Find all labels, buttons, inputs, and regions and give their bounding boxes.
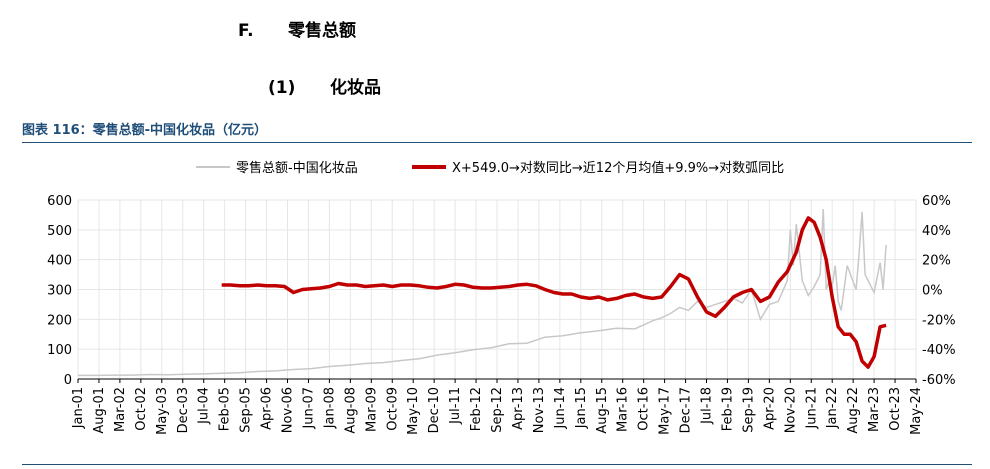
x-tick-label: Oct-16 <box>637 387 652 431</box>
figure-top-rule <box>22 142 972 143</box>
y-left-tick-label: 0 <box>64 373 72 388</box>
y-right-tick-label: 60% <box>922 194 951 209</box>
x-tick-label: Apr-13 <box>511 387 526 430</box>
x-tick-label: May-10 <box>406 387 421 435</box>
x-tick-label: Jun-21 <box>804 387 819 430</box>
x-tick-label: Dec-17 <box>679 387 694 433</box>
y-right-tick-label: -60% <box>922 373 956 388</box>
x-tick-label: Mar-23 <box>867 387 882 432</box>
x-tick-label: Jan-22 <box>825 387 840 429</box>
section-heading: F. 零售总额 <box>238 16 356 41</box>
y-right-tick-label: 40% <box>922 224 951 239</box>
chart-legend: 零售总额-中国化妆品 X+549.0→对数同比→近12个月均值+9.9%→对数弧… <box>196 160 784 176</box>
x-tick-label: Aug-22 <box>846 387 861 434</box>
x-tick-label: Apr-20 <box>762 387 777 430</box>
x-tick-label: Jul-04 <box>197 387 212 425</box>
x-tick-label: Feb-19 <box>720 387 735 431</box>
y-axis-right-ticks: -60% -40% -20% 0% 20% 40% 60% <box>922 194 956 388</box>
y-left-tick-label: 300 <box>47 284 72 299</box>
y-axis-left-ticks: 0 100 200 300 400 500 600 <box>47 194 72 388</box>
series-line-retail-sales <box>78 208 887 377</box>
x-tick-label: May-03 <box>155 387 170 435</box>
x-tick-label: Oct-09 <box>385 387 400 431</box>
x-tick-label: Aug-01 <box>92 387 107 434</box>
section-number: F. <box>238 21 254 41</box>
series-line-log-yoy <box>221 216 887 369</box>
y-left-tick-label: 100 <box>47 343 72 358</box>
x-tick-label: Apr-06 <box>260 387 275 430</box>
retail-sales-chart: 零售总额-中国化妆品 X+549.0→对数同比→近12个月均值+9.9%→对数弧… <box>47 160 956 435</box>
x-tick-label: Aug-08 <box>343 387 358 434</box>
section-title: 零售总额 <box>288 21 356 41</box>
x-tick-label: May-17 <box>658 387 673 435</box>
x-tick-label: Jun-14 <box>553 387 568 430</box>
x-tick-label: Dec-03 <box>176 387 191 433</box>
x-tick-label: Sep-05 <box>239 387 254 433</box>
x-tick-label: Mar-02 <box>113 387 128 432</box>
x-tick-label: Dec-10 <box>427 387 442 433</box>
figure-title: 图表 116：零售总额-中国化妆品（亿元） <box>22 123 268 138</box>
x-tick-label: Nov-20 <box>783 387 798 433</box>
y-left-tick-label: 500 <box>47 224 72 239</box>
x-tick-label: Sep-12 <box>490 387 505 433</box>
x-tick-label: Feb-05 <box>218 387 233 431</box>
legend-label-series-1: 零售总额-中国化妆品 <box>236 160 358 176</box>
y-right-tick-label: -20% <box>922 313 956 328</box>
x-tick-label: Mar-09 <box>364 387 379 432</box>
x-tick-label: Jan-08 <box>322 387 337 429</box>
x-tick-label: Aug-15 <box>595 387 610 434</box>
x-tick-label: Mar-16 <box>616 387 631 432</box>
y-left-tick-label: 600 <box>47 194 72 209</box>
x-tick-label: Jul-18 <box>700 387 715 425</box>
x-tick-label: Oct-23 <box>888 387 903 431</box>
y-right-tick-label: 0% <box>922 284 943 299</box>
subsection-heading: (1) 化妆品 <box>268 73 381 98</box>
chart-series <box>78 208 887 377</box>
y-left-tick-label: 200 <box>47 313 72 328</box>
y-left-tick-label: 400 <box>47 254 72 269</box>
subsection-number: (1) <box>268 78 296 98</box>
x-tick-label: Nov-06 <box>281 387 296 433</box>
x-tick-label: Feb-12 <box>469 387 484 431</box>
x-tick-label: Jan-01 <box>71 387 86 429</box>
x-tick-label: Jul-11 <box>448 387 463 425</box>
figure-bottom-rule <box>22 464 972 465</box>
x-tick-label: Sep-19 <box>741 387 756 433</box>
x-tick-label: Nov-13 <box>532 387 547 433</box>
x-axis-ticks: Jan-01 Aug-01 Mar-02 Oct-02 May-03 Dec-03 Jul-… <box>71 379 924 435</box>
x-tick-label: May-24 <box>909 387 924 435</box>
chart-gridlines <box>77 199 917 380</box>
x-tick-label: Jun-07 <box>301 387 316 430</box>
x-tick-label: Oct-02 <box>134 387 149 431</box>
y-right-tick-label: 20% <box>922 254 951 269</box>
x-tick-label: Jan-15 <box>574 387 589 429</box>
subsection-title: 化妆品 <box>330 78 381 98</box>
y-right-tick-label: -40% <box>922 343 956 358</box>
legend-label-series-2: X+549.0→对数同比→近12个月均值+9.9%→对数弧同比 <box>452 160 784 176</box>
